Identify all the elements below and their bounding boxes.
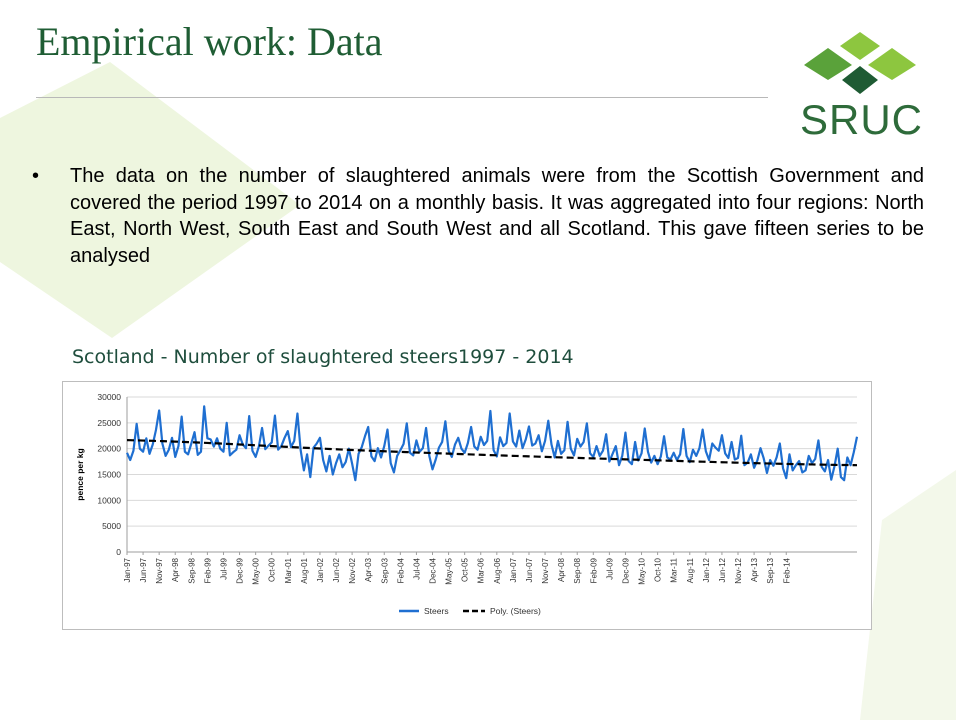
series-trend-line xyxy=(126,439,858,467)
x-tick-label: Jul-99 xyxy=(219,557,228,579)
sruc-logo: SRUC xyxy=(800,28,924,146)
y-tick-label: 20000 xyxy=(97,444,121,454)
x-tick-label: Jan-12 xyxy=(702,557,711,582)
y-tick-label: 0 xyxy=(116,547,121,557)
x-tick-label: Dec-09 xyxy=(621,557,630,583)
steers-line-chart: 0 5000 10000 15000 20000 25000 30000 pence per … xyxy=(75,392,859,616)
x-tick-label: Dec-04 xyxy=(429,557,438,583)
y-tick-label: 30000 xyxy=(97,392,121,402)
x-tick-label: Aug-11 xyxy=(686,557,695,583)
chart-heading: Scotland - Number of slaughtered steers1… xyxy=(72,346,574,368)
x-tick-label: Oct-05 xyxy=(461,557,470,582)
x-tick-label: Feb-99 xyxy=(203,557,212,583)
slide-title: Empirical work: Data xyxy=(36,19,383,64)
x-tick-label: Jul-09 xyxy=(605,557,614,579)
logo-diamonds-icon xyxy=(804,32,916,94)
y-tick-label: 10000 xyxy=(97,495,121,505)
x-tick-label: Nov-02 xyxy=(348,557,357,583)
logo-diamond-right xyxy=(868,48,916,80)
x-tick-label: Sep-03 xyxy=(380,557,389,583)
x-tick-label: Jun-97 xyxy=(139,557,148,582)
x-tick-label: Sep-13 xyxy=(766,557,775,583)
x-tick-label: Apr-08 xyxy=(557,557,566,582)
x-tick-label: Apr-13 xyxy=(750,557,759,582)
x-tick-label: Sep-98 xyxy=(187,557,196,583)
logo-diamond-left xyxy=(804,48,852,80)
x-tick-label: Nov-97 xyxy=(155,557,164,583)
x-tick-label: Jan-02 xyxy=(316,557,325,582)
x-tick-label: Jun-07 xyxy=(525,557,534,582)
x-tick-label: Nov-07 xyxy=(541,557,550,583)
x-tick-label: Jul-04 xyxy=(412,557,421,579)
logo-text: SRUC xyxy=(800,96,924,143)
x-tick-label: Sep-08 xyxy=(573,557,582,583)
bullet-text: The data on the number of slaughtered an… xyxy=(70,165,924,267)
x-tick-label: Oct-10 xyxy=(654,557,663,582)
x-tick-label: Mar-01 xyxy=(284,557,293,583)
x-tick-label: Nov-12 xyxy=(734,557,743,583)
x-tick-label: Apr-03 xyxy=(364,557,373,582)
y-axis-title: pence per kg xyxy=(75,448,85,500)
y-tick-label: 25000 xyxy=(97,418,121,428)
x-tick-label: Jun-12 xyxy=(718,557,727,582)
y-tick-label: 5000 xyxy=(102,521,121,531)
y-tick-label: 15000 xyxy=(97,470,121,480)
legend-trend-label: Poly. (Steers) xyxy=(490,606,541,616)
logo-diamond-top xyxy=(840,32,880,60)
x-tick-label: Mar-06 xyxy=(477,557,486,583)
background-leaf-shape xyxy=(0,62,300,338)
x-tick-label: Aug-06 xyxy=(493,557,502,583)
x-tick-label: Apr-98 xyxy=(171,557,180,582)
logo-diamond-bottom xyxy=(842,66,878,94)
x-tick-label: Feb-14 xyxy=(782,557,791,583)
bullet-dot-icon: • xyxy=(32,165,40,187)
title-divider xyxy=(36,97,768,98)
x-tick-label: May-05 xyxy=(445,557,454,584)
x-tick-label: Jan-97 xyxy=(123,557,132,582)
x-tick-label: Mar-11 xyxy=(670,557,679,582)
x-tick-label: Jan-07 xyxy=(509,557,518,582)
x-tick-label: Jun-02 xyxy=(332,557,341,582)
x-tick-label: Aug-01 xyxy=(300,557,309,583)
series-steers-line xyxy=(125,405,859,482)
x-tick-label: Feb-09 xyxy=(589,557,598,583)
x-tick-label: Feb-04 xyxy=(396,557,405,583)
x-tick-label: Dec-99 xyxy=(236,557,245,583)
x-tick-label: May-10 xyxy=(638,557,647,584)
chart-container: 0 5000 10000 15000 20000 25000 30000 pence per … xyxy=(62,381,872,630)
x-tick-label: Oct-00 xyxy=(268,557,277,582)
legend-steers-label: Steers xyxy=(424,606,449,616)
x-tick-label: May-00 xyxy=(252,557,261,584)
background-corner-shape xyxy=(860,470,956,720)
